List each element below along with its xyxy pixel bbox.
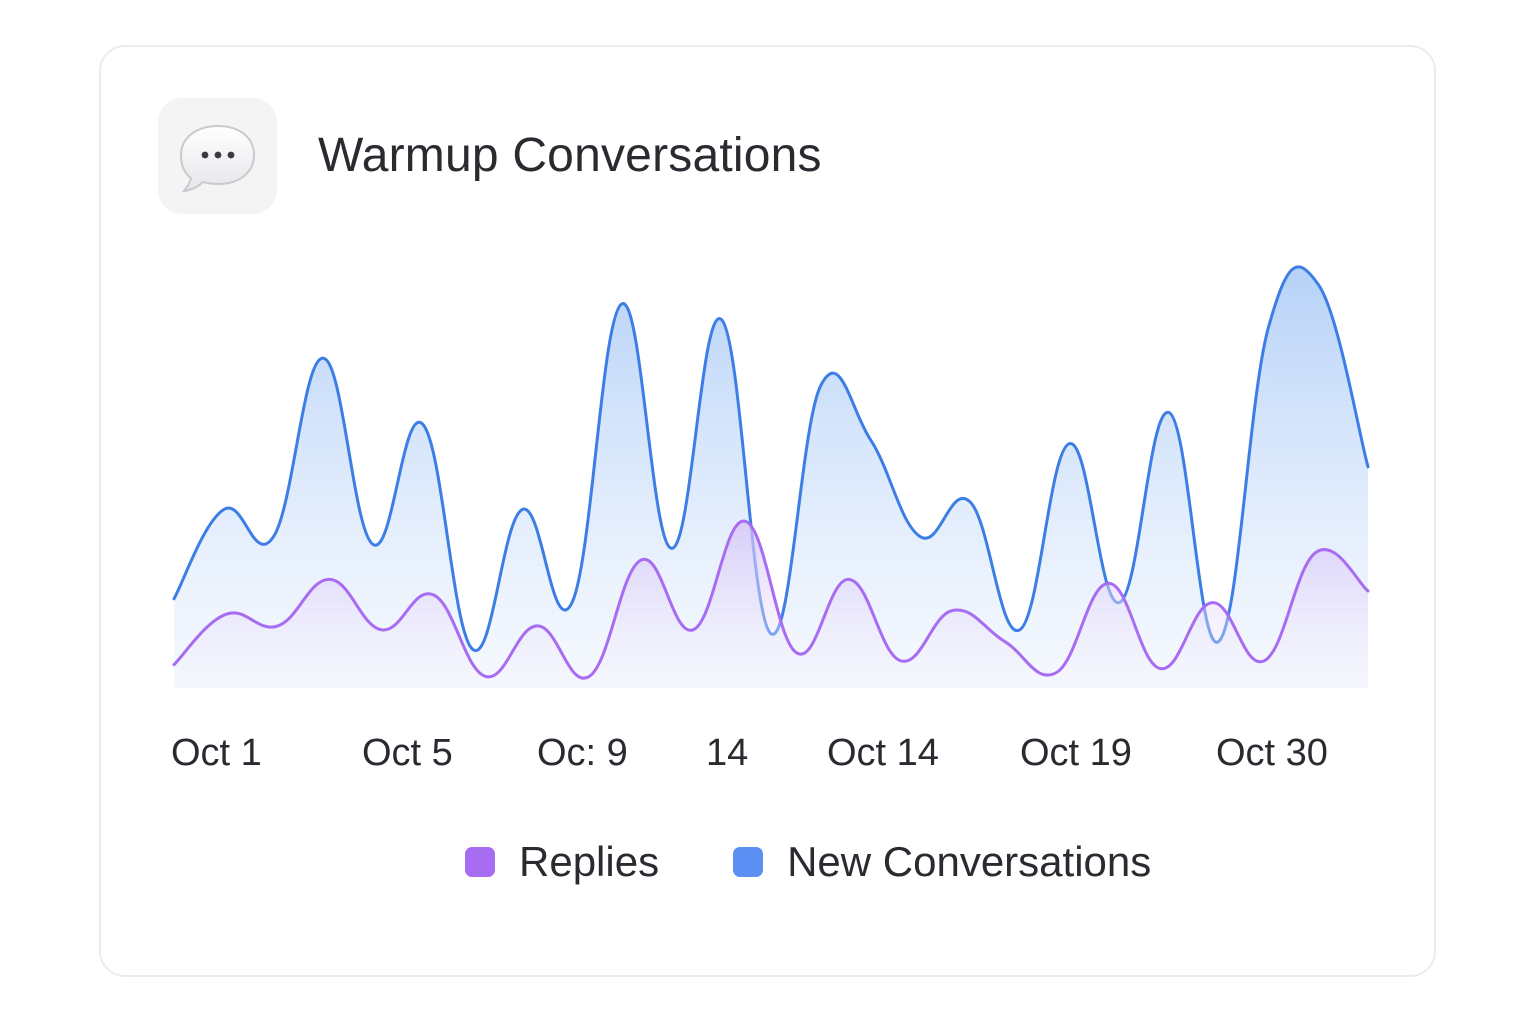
x-tick-label: Oct 14: [827, 732, 939, 774]
chart-legend: Replies New Conversations: [465, 838, 1225, 886]
x-tick-label: Oct 30: [1216, 732, 1328, 774]
legend-item-new-conversations[interactable]: New Conversations: [733, 838, 1151, 886]
area-fill-replies: [174, 521, 1368, 688]
legend-item-replies[interactable]: Replies: [465, 838, 659, 886]
x-tick-label: Oc: 9: [537, 732, 628, 774]
legend-label-new-conversations: New Conversations: [787, 838, 1152, 885]
speech-bubble-icon: [179, 124, 256, 193]
legend-swatch-new-conversations: [733, 847, 764, 877]
x-tick-label: 14: [706, 732, 748, 774]
icon-tile: [158, 98, 277, 214]
x-tick-label: Oct 19: [1020, 732, 1132, 774]
legend-label-replies: Replies: [519, 838, 660, 885]
x-axis-ticks: Oct 1 Oct 5 Oc: 9 14 Oct 14 Oct 19 Oct 30: [171, 732, 1328, 774]
series-layer: [172, 265, 1370, 688]
x-tick-label: Oct 5: [362, 732, 453, 774]
series-line-replies[interactable]: [172, 519, 1370, 680]
chart-title: Warmup Conversations: [318, 129, 822, 182]
area-fill-new-conversations: [174, 266, 1368, 688]
legend-swatch-replies: [465, 847, 495, 877]
x-tick-label: Oct 1: [171, 732, 262, 774]
